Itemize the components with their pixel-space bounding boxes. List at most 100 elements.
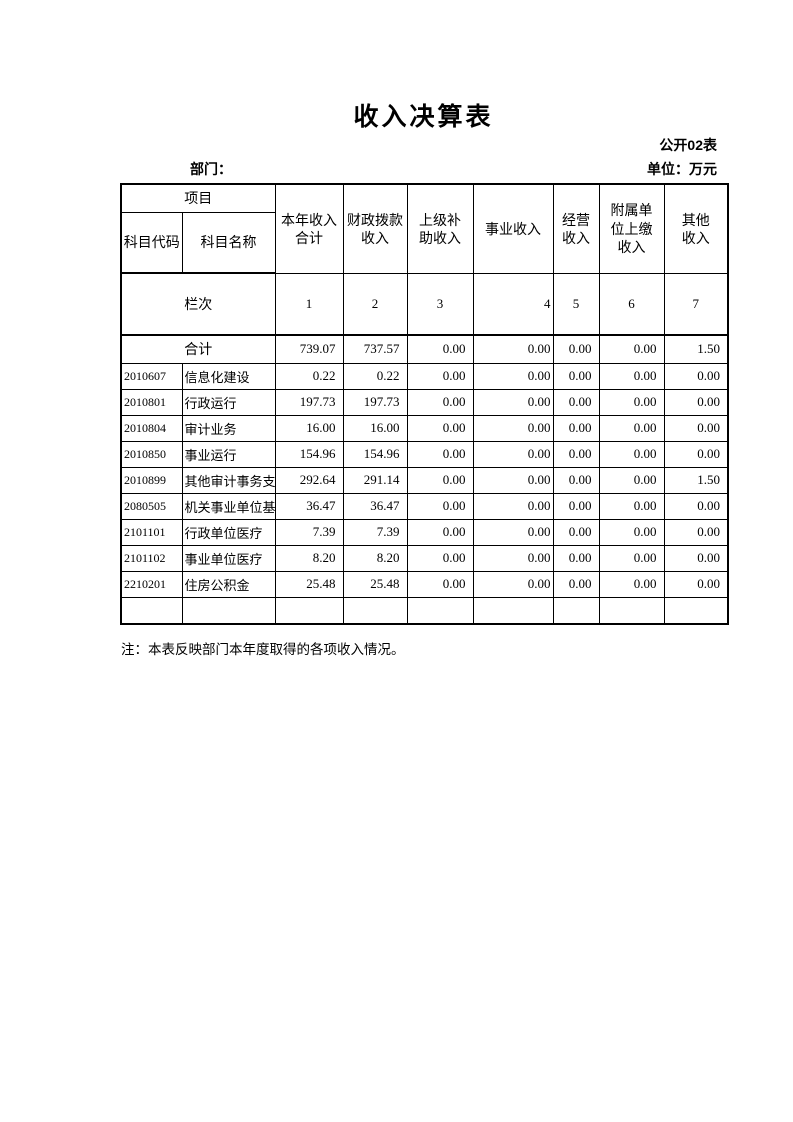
subject-code-cell: 2101101 xyxy=(120,518,183,546)
empty-cell xyxy=(663,596,729,625)
value-cell: 0.00 xyxy=(663,362,729,390)
subject-name-cell: 行政单位医疗 xyxy=(181,518,276,546)
value-cell: 36.47 xyxy=(342,492,408,520)
value-cell: 0.00 xyxy=(472,570,554,598)
department-label: 部门： xyxy=(190,161,232,177)
column-index-4: 4 xyxy=(472,272,554,336)
table-row: 2010850 事业运行 154.96 154.96 0.00 0.00 0.0… xyxy=(120,440,729,468)
col-header-operational-income: 事业收入 xyxy=(472,183,554,274)
value-cell: 0.00 xyxy=(552,388,600,416)
column-index-6: 6 xyxy=(598,272,665,336)
value-cell: 0.00 xyxy=(472,544,554,572)
subject-code-cell: 2210201 xyxy=(120,570,183,598)
total-value-cell: 0.00 xyxy=(406,334,474,364)
note-text: 注：本表反映部门本年度取得的各项收入情况。 xyxy=(121,642,405,657)
value-cell: 0.22 xyxy=(274,362,344,390)
total-row: 合计 739.07 737.57 0.00 0.00 0.00 0.00 1.5… xyxy=(120,334,729,364)
value-cell: 0.00 xyxy=(552,570,600,598)
subject-name-cell: 其他审计事务支出 xyxy=(181,466,276,494)
subject-code-cell: 2010899 xyxy=(120,466,183,494)
col-header-superior-subsidy-income: 上级补 助收入 xyxy=(406,183,474,274)
col-header-other-income: 其他 收入 xyxy=(663,183,729,274)
value-cell: 0.00 xyxy=(552,492,600,520)
value-cell: 0.00 xyxy=(552,362,600,390)
total-label: 合计 xyxy=(120,334,276,364)
column-index-3: 3 xyxy=(406,272,474,336)
value-cell: 0.00 xyxy=(663,388,729,416)
value-cell: 25.48 xyxy=(274,570,344,598)
value-cell: 0.00 xyxy=(472,466,554,494)
value-cell: 292.64 xyxy=(274,466,344,494)
empty-cell xyxy=(342,596,408,625)
value-cell: 0.00 xyxy=(406,414,474,442)
value-cell: 0.00 xyxy=(598,414,665,442)
header-row-1: 项目 本年收入 合计 财政拨款 收入 上级补 助收入 事业收入 经营 收入 附属… xyxy=(120,183,729,274)
total-value-cell: 0.00 xyxy=(598,334,665,364)
column-index-7: 7 xyxy=(663,272,729,336)
col-header-subject-code: 科目代码 xyxy=(120,211,183,274)
value-cell: 197.73 xyxy=(274,388,344,416)
subject-code-cell: 2010607 xyxy=(120,362,183,390)
col-header-project: 项目 xyxy=(120,183,276,213)
value-cell: 0.00 xyxy=(663,518,729,546)
value-cell: 0.22 xyxy=(342,362,408,390)
value-cell: 0.00 xyxy=(406,518,474,546)
column-index-2: 2 xyxy=(342,272,408,336)
value-cell: 0.00 xyxy=(598,570,665,598)
value-cell: 7.39 xyxy=(274,518,344,546)
value-cell: 0.00 xyxy=(406,492,474,520)
subject-code-cell: 2080505 xyxy=(120,492,183,520)
value-cell: 7.39 xyxy=(342,518,408,546)
value-cell: 0.00 xyxy=(598,544,665,572)
value-cell: 0.00 xyxy=(598,492,665,520)
column-index-5: 5 xyxy=(552,272,600,336)
value-cell: 0.00 xyxy=(406,388,474,416)
value-cell: 0.00 xyxy=(663,492,729,520)
col-header-fiscal-appropriation-income: 财政拨款 收入 xyxy=(342,183,408,274)
value-cell: 0.00 xyxy=(552,440,600,468)
column-index-row: 栏次 1 2 3 4 5 6 7 xyxy=(120,272,729,336)
value-cell: 0.00 xyxy=(406,466,474,494)
subject-name-cell: 审计业务 xyxy=(181,414,276,442)
value-cell: 0.00 xyxy=(598,466,665,494)
table-code-label: 公开02表 xyxy=(659,137,717,153)
empty-cell xyxy=(274,596,344,625)
total-value-cell: 739.07 xyxy=(274,334,344,364)
table-row: 2010804 审计业务 16.00 16.00 0.00 0.00 0.00 … xyxy=(120,414,729,442)
value-cell: 0.00 xyxy=(598,388,665,416)
value-cell: 0.00 xyxy=(552,466,600,494)
table-row: 2101102 事业单位医疗 8.20 8.20 0.00 0.00 0.00 … xyxy=(120,544,729,572)
value-cell: 1.50 xyxy=(663,466,729,494)
total-value-cell: 737.57 xyxy=(342,334,408,364)
col-header-subsidiary-remitted-income: 附属单 位上缴 收入 xyxy=(598,183,665,274)
value-cell: 16.00 xyxy=(342,414,408,442)
value-cell: 291.14 xyxy=(342,466,408,494)
value-cell: 16.00 xyxy=(274,414,344,442)
value-cell: 0.00 xyxy=(472,518,554,546)
subject-code-cell: 2010801 xyxy=(120,388,183,416)
income-table: 项目 本年收入 合计 财政拨款 收入 上级补 助收入 事业收入 经营 收入 附属… xyxy=(120,183,729,625)
value-cell: 8.20 xyxy=(274,544,344,572)
value-cell: 0.00 xyxy=(552,518,600,546)
empty-cell xyxy=(552,596,600,625)
subject-name-cell: 事业单位医疗 xyxy=(181,544,276,572)
value-cell: 0.00 xyxy=(552,414,600,442)
page-title: 收入决算表 xyxy=(353,103,494,131)
empty-cell xyxy=(598,596,665,625)
col-header-subject-name: 科目名称 xyxy=(181,211,276,274)
value-cell: 0.00 xyxy=(472,362,554,390)
value-cell: 8.20 xyxy=(342,544,408,572)
value-cell: 25.48 xyxy=(342,570,408,598)
subject-code-cell: 2010804 xyxy=(120,414,183,442)
subject-code-cell: 2010850 xyxy=(120,440,183,468)
value-cell: 0.00 xyxy=(663,414,729,442)
col-header-annual-income-total: 本年收入 合计 xyxy=(274,183,344,274)
table-row: 2010607 信息化建设 0.22 0.22 0.00 0.00 0.00 0… xyxy=(120,362,729,390)
subject-name-cell: 信息化建设 xyxy=(181,362,276,390)
col-header-business-income: 经营 收入 xyxy=(552,183,600,274)
value-cell: 0.00 xyxy=(472,492,554,520)
value-cell: 0.00 xyxy=(406,362,474,390)
subject-name-cell: 住房公积金 xyxy=(181,570,276,598)
empty-cell xyxy=(120,596,183,625)
